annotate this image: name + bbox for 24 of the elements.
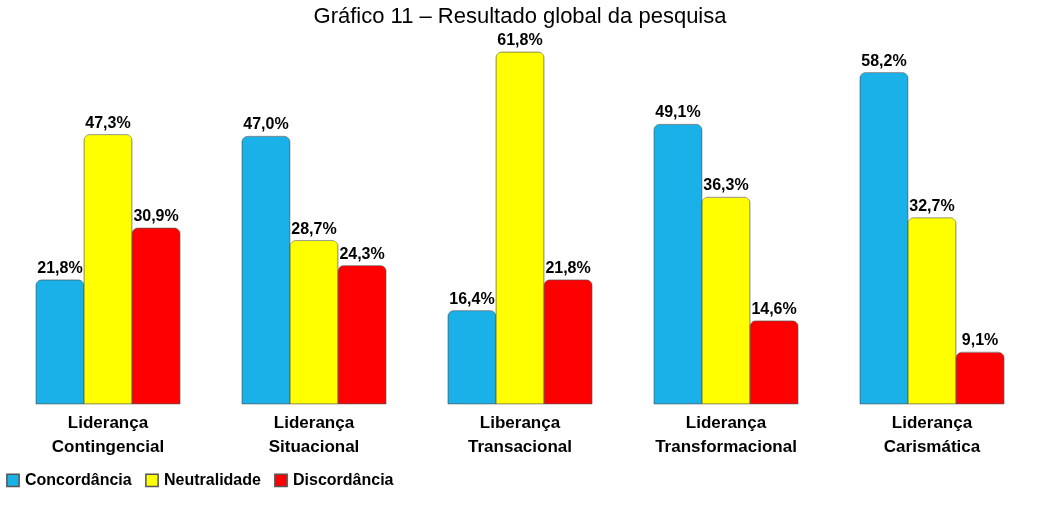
x-tick-label: Liderança Situacional	[268, 412, 360, 456]
x-tick-label: Liderança Contingencial	[51, 412, 165, 456]
x-tick-label: Liderança Carismática	[883, 412, 981, 456]
data-label: 21,8%	[545, 258, 591, 276]
x-tick-label: Liderança Transformacional	[655, 412, 797, 456]
data-label: 24,3%	[339, 244, 385, 262]
data-label: 49,1%	[655, 103, 701, 121]
data-label: 58,2%	[861, 51, 907, 69]
x-tick-label: Liberança Transacional	[468, 412, 572, 456]
data-label: 30,9%	[133, 207, 179, 224]
data-label: 9,1%	[961, 331, 999, 349]
data-label: 16,4%	[449, 289, 495, 307]
chart-title: Gráfico 11 – Resultado global da pesquisa	[313, 3, 728, 28]
data-label: 32,7%	[909, 196, 955, 214]
data-label: 47,0%	[243, 115, 289, 133]
data-label: 21,8%	[37, 258, 83, 276]
legend-label: Concordância	[25, 471, 132, 489]
data-label: 14,6%	[751, 299, 797, 317]
legend-label: Neutralidade	[164, 471, 262, 489]
data-label: 36,3%	[703, 176, 749, 194]
data-label: 61,8%	[497, 31, 543, 48]
data-label: 28,7%	[291, 219, 337, 237]
data-label: 47,3%	[85, 113, 131, 131]
legend-label: Discordância	[293, 471, 394, 489]
